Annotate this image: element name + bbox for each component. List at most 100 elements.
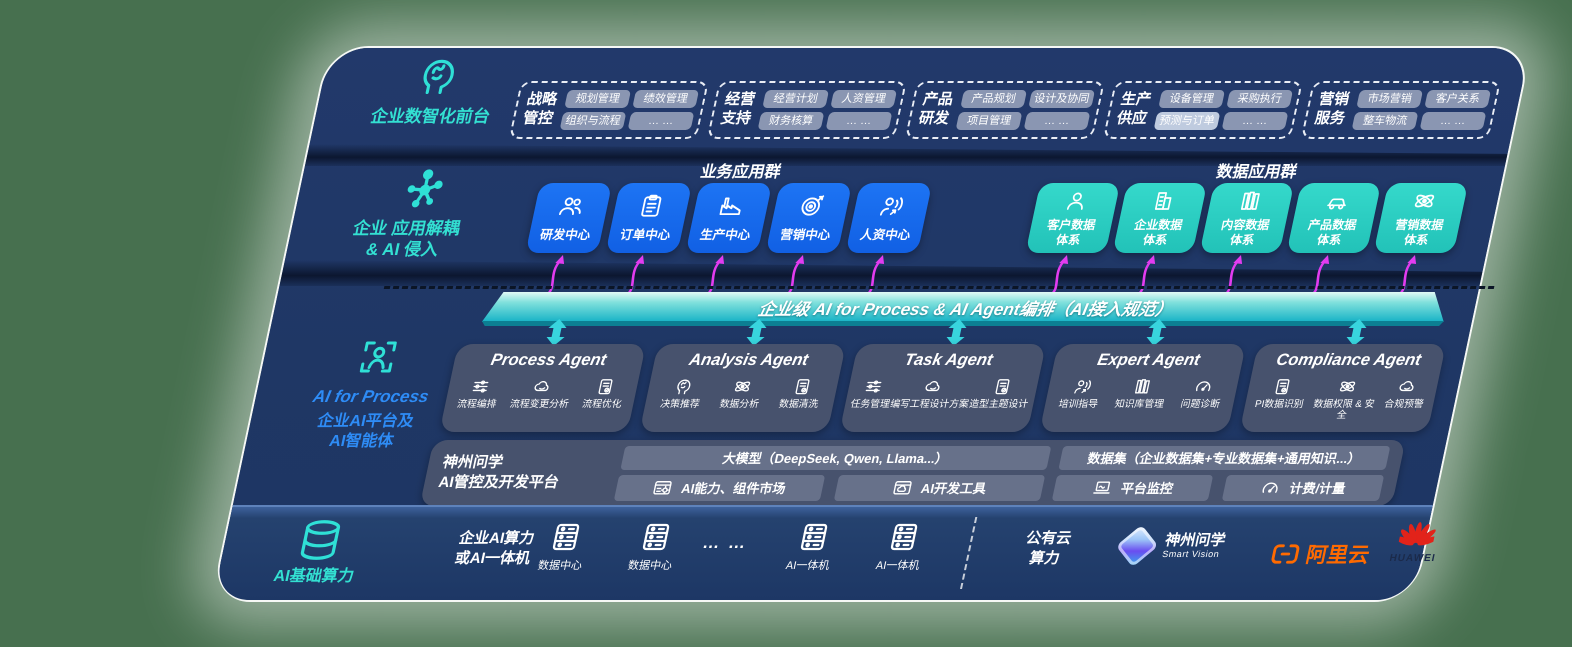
group-chips: 经营计划 人资管理 财务核算 … … xyxy=(757,90,898,130)
server-label: 数据中心 xyxy=(626,560,674,572)
server-label: AI一体机 xyxy=(874,560,921,572)
public-cloud-line2: 算力 xyxy=(1027,550,1062,568)
divider-dashed xyxy=(960,517,978,589)
agent-item-label: 问题诊断 xyxy=(1179,399,1221,410)
agent-item-label: 编写工程设计方案 xyxy=(889,399,970,410)
chip: 绩效管理 xyxy=(632,90,700,108)
chip: 规划管理 xyxy=(564,90,632,108)
data-box-marketing: 营销数据体系 xyxy=(1373,183,1469,253)
agent-item-label: 造型主题设计 xyxy=(967,399,1030,410)
center-box-order: 订单中心 xyxy=(605,183,693,253)
group-name: 生产供应 xyxy=(1115,91,1153,127)
agent-box-expert: Expert Agent 培训指导 知识库管理 问题诊断 xyxy=(1039,344,1247,432)
updown-arrow-icon xyxy=(946,319,967,346)
huawei-name: HUAWEI xyxy=(1388,553,1437,564)
dataset-bar: 数据集（企业数据集+专业数据集+通用知识...） xyxy=(1058,445,1391,470)
center-box-label: 营销中心 xyxy=(778,228,832,242)
cell-monitoring: 平台监控 xyxy=(1051,474,1214,501)
agent-item-label: 合规预警 xyxy=(1383,399,1425,410)
server-datacenter-1: 数据中心 xyxy=(536,521,591,573)
chip: 产品规划 xyxy=(960,90,1028,108)
server-ai-appliance-2: AI一体机 xyxy=(874,521,928,573)
server-icon xyxy=(547,521,586,553)
server-icon xyxy=(637,521,676,553)
cell-label: 计费/计量 xyxy=(1288,481,1347,496)
group-name: 营销服务 xyxy=(1313,91,1351,127)
cell-label: AI开发工具 xyxy=(919,481,988,496)
module-icon xyxy=(862,377,885,396)
people-icon xyxy=(556,193,588,219)
module-icon xyxy=(1336,377,1359,396)
laptop-icon xyxy=(1090,478,1114,498)
data-box-enterprise: 企业数据体系 xyxy=(1112,183,1208,253)
building-icon xyxy=(1149,189,1178,213)
orchestration-bar-label: 企业级 AI for Process & AI Agent编排（AI接入规范） xyxy=(756,299,1175,319)
books-icon xyxy=(1236,189,1265,213)
data-box-label: 营销数据体系 xyxy=(1393,218,1445,247)
agent-item-label: 流程优化 xyxy=(581,399,623,410)
chip-highlight: 预测与订单 xyxy=(1153,112,1221,130)
agent-title: Task Agent xyxy=(902,351,995,369)
server-datacenter-2: 数据中心 xyxy=(626,521,681,573)
atom-icon xyxy=(1410,189,1439,213)
digital-head-icon xyxy=(411,54,464,98)
group-name: 产品研发 xyxy=(917,91,955,127)
group-name: 战略管控 xyxy=(521,91,559,127)
person-icon xyxy=(1062,189,1091,213)
ellipsis: … … xyxy=(700,533,750,552)
front-stage-group-supply: 生产供应 设备管理 采购执行 预测与订单 … … xyxy=(1102,81,1303,139)
front-stage-group-strategy: 战略管控 规划管理 绩效管理 组织与流程 … … xyxy=(508,81,709,139)
module-icon xyxy=(1071,377,1094,396)
agent-item-label: PI数据识别 xyxy=(1253,399,1305,410)
chip: … … xyxy=(1221,112,1289,130)
module-icon xyxy=(732,377,755,396)
cell-ai-market: AI能力、组件市场 xyxy=(613,474,826,501)
platform-dataset-column: 数据集（企业数据集+专业数据集+通用知识...） 平台监控 计费/计量 xyxy=(1051,445,1391,501)
decouple-label: 企业 应用解耦 & AI 侵入 xyxy=(290,218,519,261)
agent-item-label: 流程编排 xyxy=(455,399,498,410)
chip: 设计及协同 xyxy=(1028,90,1096,108)
chip: 项目管理 xyxy=(955,112,1023,130)
cell-ai-devtools: AI开发工具 xyxy=(833,474,1046,501)
module-icon xyxy=(594,377,617,396)
ai-focus-icon xyxy=(353,336,404,378)
module-icon xyxy=(672,377,695,396)
data-group-title: 数据应用群 xyxy=(1214,164,1299,181)
agent-items: 任务管理 编写工程设计方案 造型主题设计 xyxy=(844,377,1039,410)
front-stage-label: 企业数智化前台 xyxy=(368,107,492,126)
data-box-customer: 客户数据体系 xyxy=(1025,183,1121,253)
chip: … … xyxy=(1023,112,1091,130)
smart-vision-diamond-icon xyxy=(1115,524,1159,568)
chip: 经营计划 xyxy=(762,90,830,108)
server-label: 数据中心 xyxy=(536,560,584,572)
agent-title: Expert Agent xyxy=(1095,351,1202,369)
agent-box-analysis: Analysis Agent 决策推荐 数据分析 数据清洗 xyxy=(639,344,847,432)
flow-arrow-icon xyxy=(1046,255,1069,298)
chip: 设备管理 xyxy=(1158,90,1226,108)
agent-item-label: 数据权限 & 安全 xyxy=(1312,399,1376,422)
cell-billing: 计费/计量 xyxy=(1222,474,1385,501)
flow-arrow-icon xyxy=(702,255,725,298)
chip: 市场营销 xyxy=(1356,90,1424,108)
group-chips: 设备管理 采购执行 预测与订单 … … xyxy=(1153,90,1294,130)
module-icon xyxy=(469,377,492,396)
window-cloud-icon xyxy=(890,478,914,498)
flow-arrow-icon xyxy=(782,255,805,298)
server-icon xyxy=(884,521,923,553)
agent-items: 培训指导 知识库管理 问题诊断 xyxy=(1044,377,1239,410)
chip: 人资管理 xyxy=(830,90,898,108)
center-box-label: 生产中心 xyxy=(698,228,752,242)
flow-arrow-icon xyxy=(1394,255,1417,298)
orchestration-bar: 企业级 AI for Process & AI Agent编排（AI接入规范） xyxy=(482,292,1450,322)
car-icon xyxy=(1323,189,1352,213)
chip: 组织与流程 xyxy=(559,112,627,130)
updown-arrow-icon xyxy=(1146,319,1167,346)
module-icon xyxy=(922,377,945,396)
chip: 财务核算 xyxy=(757,112,825,130)
module-icon xyxy=(991,377,1014,396)
agent-box-process: Process Agent 流程编排 流程变更分析 流程优化 xyxy=(439,344,647,432)
aliyun-name: 阿里云 xyxy=(1303,544,1372,567)
window-gear-icon xyxy=(651,478,675,498)
agent-item-label: 知识库管理 xyxy=(1113,399,1165,410)
platform-label-line2: AI管控及开发平台 xyxy=(436,474,561,491)
